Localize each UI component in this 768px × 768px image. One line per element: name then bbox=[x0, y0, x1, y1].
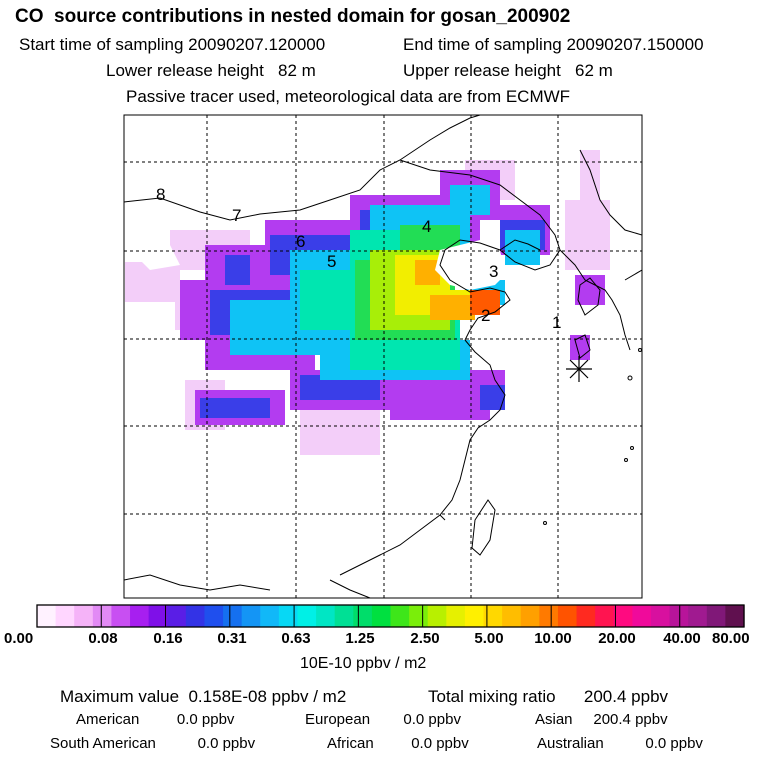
colorbar-cell bbox=[409, 605, 429, 627]
colorbar-cell bbox=[241, 605, 261, 627]
colorbar-tick-label: 20.00 bbox=[598, 630, 636, 647]
start-time-text: Start time of sampling 20090207.120000 bbox=[19, 35, 326, 54]
colorbar-cell bbox=[92, 605, 113, 627]
colorbar-cell bbox=[316, 605, 336, 627]
colorbar-cell bbox=[74, 605, 94, 627]
total-mixing-text: Total mixing ratio 200.4 ppbv bbox=[428, 687, 669, 706]
max-value-text: Maximum value 0.158E-08 ppbv / m2 bbox=[60, 687, 347, 706]
site-label-5: 5 bbox=[327, 252, 336, 271]
colorbar-cell bbox=[669, 605, 689, 627]
south-american-text: South American 0.0 ppbv bbox=[50, 735, 256, 752]
african-text: African 0.0 ppbv bbox=[327, 735, 469, 752]
colorbar-units: 10E-10 ppbv / m2 bbox=[300, 655, 427, 672]
colorbar-tick-label: 0.16 bbox=[153, 630, 183, 647]
asterisk-receptor-icon bbox=[566, 356, 592, 382]
colorbar-cell bbox=[427, 605, 447, 627]
colorbar-cell bbox=[706, 605, 726, 627]
colorbar-cell bbox=[650, 605, 671, 627]
colorbar-cell bbox=[632, 605, 652, 627]
site-label-2: 2 bbox=[481, 306, 490, 325]
colorbar-cell bbox=[371, 605, 392, 627]
colorbar-cell bbox=[502, 605, 522, 627]
chart-title: CO source contributions in nested domain… bbox=[15, 6, 571, 27]
australian-text: Australian 0.0 ppbv bbox=[537, 735, 703, 752]
colorbar-cell bbox=[613, 605, 633, 627]
colorbar-tick-label: 5.00 bbox=[474, 630, 504, 647]
colorbar-ticks bbox=[36, 605, 745, 627]
colorbar-cell bbox=[55, 605, 75, 627]
lat-lon-grid bbox=[124, 115, 642, 598]
colorbar-tick-label: 0.31 bbox=[217, 630, 247, 647]
end-time-text: End time of sampling 20090207.150000 bbox=[403, 35, 704, 54]
colorbar-cell bbox=[595, 605, 615, 627]
colorbar-cell bbox=[223, 605, 243, 627]
tracer-note-text: Passive tracer used, meteorological data… bbox=[126, 87, 571, 106]
site-label-6: 6 bbox=[296, 232, 305, 251]
colorbar-cell bbox=[278, 605, 299, 627]
colorbar-cell bbox=[204, 605, 224, 627]
colorbar-tick-label: 1.25 bbox=[345, 630, 375, 647]
colorbar-cell bbox=[539, 605, 559, 627]
colorbar-tick-label: 0.00 bbox=[4, 630, 34, 647]
colorbar-cell bbox=[334, 605, 354, 627]
colorbar-tick-label: 80.00 bbox=[712, 630, 750, 647]
colorbar-cell bbox=[725, 605, 745, 627]
colorbar-tick-label: 40.00 bbox=[663, 630, 701, 647]
coastlines bbox=[124, 115, 642, 598]
colorbar-cell bbox=[111, 605, 131, 627]
colorbar-cell bbox=[557, 605, 578, 627]
colorbar-tick-label: 0.08 bbox=[88, 630, 118, 647]
site-label-7: 7 bbox=[232, 206, 241, 225]
colorbar-cell bbox=[446, 605, 466, 627]
colorbar-cell bbox=[260, 605, 280, 627]
colorbar-cell bbox=[390, 605, 410, 627]
colorbar-cell bbox=[185, 605, 206, 627]
asian-text: Asian 200.4 ppbv bbox=[535, 711, 668, 728]
colorbar-cell bbox=[130, 605, 150, 627]
colorbar-cell bbox=[464, 605, 485, 627]
plume-layer bbox=[125, 150, 610, 455]
site-labels: 1 2 3 4 5 6 7 8 bbox=[156, 185, 561, 332]
american-text: American 0.0 ppbv bbox=[76, 711, 235, 728]
colorbar-cell bbox=[520, 605, 540, 627]
colorbar-tick-label: 0.63 bbox=[281, 630, 311, 647]
european-text: European 0.0 ppbv bbox=[305, 711, 461, 728]
lower-release-text: Lower release height 82 m bbox=[106, 61, 316, 80]
colorbar-cell bbox=[148, 605, 168, 627]
colorbar-cell bbox=[688, 605, 708, 627]
colorbar-cell bbox=[483, 605, 503, 627]
site-label-1: 1 bbox=[552, 313, 561, 332]
site-label-3: 3 bbox=[489, 262, 498, 281]
colorbar-tick-label: 2.50 bbox=[410, 630, 440, 647]
colorbar-cells bbox=[37, 605, 745, 627]
upper-release-text: Upper release height 62 m bbox=[403, 61, 613, 80]
map-frame bbox=[123, 114, 643, 599]
colorbar-cell bbox=[37, 605, 57, 627]
colorbar-cell bbox=[576, 605, 596, 627]
colorbar-tick-label: 10.00 bbox=[534, 630, 572, 647]
site-label-8: 8 bbox=[156, 185, 165, 204]
colorbar-frame bbox=[36, 604, 745, 628]
colorbar-cell bbox=[353, 605, 373, 627]
colorbar-cell bbox=[297, 605, 317, 627]
site-label-4: 4 bbox=[422, 217, 431, 236]
colorbar-cell bbox=[167, 605, 187, 627]
